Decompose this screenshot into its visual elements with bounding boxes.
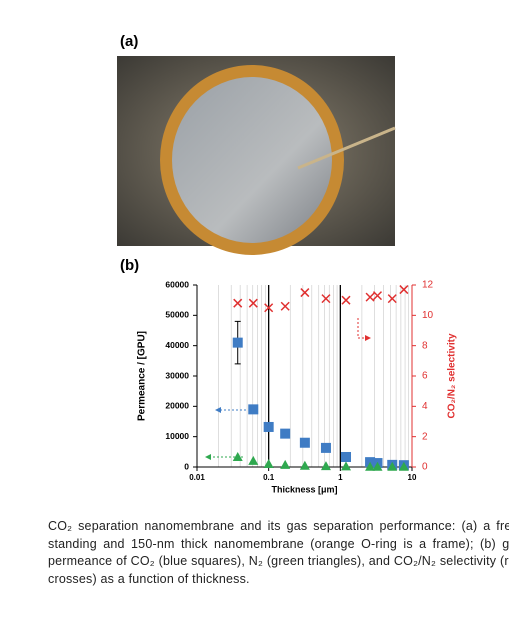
y2-tick-label: 4 — [422, 401, 428, 412]
data-point — [321, 294, 331, 304]
y-tick-label: 20000 — [165, 401, 189, 411]
data-point — [365, 292, 375, 302]
data-point — [232, 337, 243, 348]
y-tick-label: 60000 — [165, 279, 189, 289]
data-point — [248, 298, 258, 308]
data-point — [299, 437, 310, 448]
membrane — [172, 77, 332, 243]
plot: 0.01 0.1 1 10 0 10000 20000 30000 40000 50000 6000… — [137, 279, 458, 494]
y-tick-label: 10000 — [165, 431, 189, 441]
panel-label: (a) — [120, 33, 138, 50]
data-point — [264, 303, 274, 313]
data-point — [300, 288, 310, 298]
x-tick-label: 1 — [338, 473, 343, 482]
y2-axis-label: CO₂/N₂ selectivity — [447, 333, 458, 418]
arrow — [357, 318, 365, 339]
data-point — [263, 458, 274, 468]
data-point — [280, 301, 290, 311]
data-point — [372, 461, 383, 471]
arrowhead — [365, 335, 371, 341]
y-tick-label: 40000 — [165, 340, 189, 350]
arrowhead — [205, 454, 211, 460]
data-point — [399, 285, 409, 295]
y-axis-label: Permeance / [GPU] — [137, 331, 148, 421]
data-point — [387, 294, 397, 304]
y2-tick-label: 2 — [422, 431, 428, 442]
x-tick-label: 0.01 — [189, 473, 205, 482]
data-point — [280, 459, 291, 469]
tweezer — [297, 126, 396, 170]
data-point — [372, 291, 383, 301]
x-axis-label: Thickness [μm] — [271, 484, 337, 494]
y2-tick-label: 8 — [422, 340, 428, 351]
data-point — [248, 455, 259, 465]
data-point — [365, 461, 376, 471]
data-point — [387, 461, 398, 471]
data-point — [280, 428, 291, 439]
caption: CO₂ separation nanomembrane and its gas … — [48, 519, 509, 586]
data-point — [320, 461, 331, 471]
panel-label: (b) — [120, 257, 139, 274]
y-tick-label: 50000 — [165, 310, 189, 320]
y-tick-label: 0 — [184, 461, 189, 471]
y-tick-label: 30000 — [165, 370, 189, 380]
data-point — [232, 451, 243, 461]
data-point — [398, 461, 409, 471]
x-tick-label: 10 — [408, 473, 417, 482]
x-tick-label: 0.1 — [263, 473, 275, 482]
data-point — [341, 451, 352, 462]
data-point — [233, 298, 243, 308]
data-point — [248, 404, 259, 415]
y2-tick-label: 12 — [422, 280, 434, 291]
y2-tick-label: 0 — [422, 462, 428, 473]
data-point — [320, 442, 331, 453]
data-point — [299, 460, 310, 470]
photo — [117, 56, 396, 255]
y2-tick-label: 6 — [422, 371, 428, 382]
data-point — [341, 461, 352, 471]
data-point — [263, 421, 274, 432]
arrowhead — [215, 407, 221, 413]
data-point — [341, 295, 351, 305]
y2-tick-label: 10 — [422, 310, 434, 321]
